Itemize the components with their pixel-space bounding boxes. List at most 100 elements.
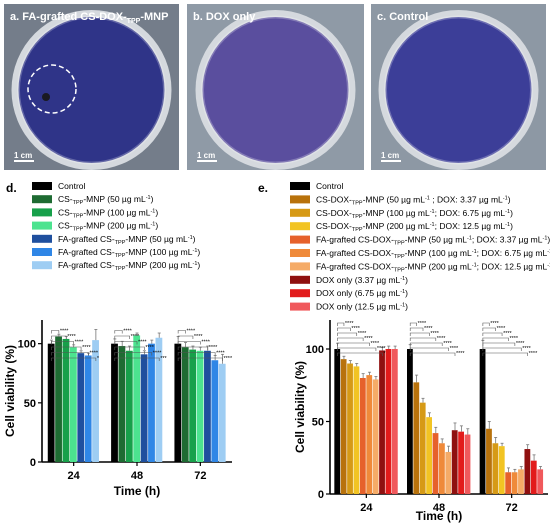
- significance-label: ****: [216, 351, 225, 357]
- legend-text-end: ): [510, 208, 513, 218]
- legend-text-post: -MNP (200 µg mL: [125, 260, 192, 270]
- significance-bracket: [409, 327, 424, 331]
- legend-text: Control: [316, 181, 344, 191]
- bar: [84, 355, 92, 462]
- legend-entry: CS-TPP-MNP (100 µg mL-1): [58, 207, 158, 219]
- legend-entry: FA-grafted CS-DOX-TPP-MNP (50 µg mL-1; D…: [316, 235, 550, 247]
- legend-text-post: -MNP (50 µg mL: [405, 235, 468, 245]
- x-axis-label: Time (h): [416, 509, 462, 523]
- legend-swatch: [290, 275, 310, 284]
- dish-edge: [384, 15, 533, 165]
- legend-sup: -1: [430, 209, 435, 215]
- legend-entry: Control: [58, 181, 86, 191]
- photo-label-text: c. Control: [377, 11, 428, 23]
- legend-entry: CS-TPP-MNP (200 µg mL-1): [58, 221, 158, 233]
- significance-label: ****: [138, 340, 147, 346]
- legend-sub: TPP: [115, 253, 126, 259]
- bar: [432, 433, 439, 494]
- significance-label: ****: [456, 351, 465, 357]
- legend-sup: -1: [400, 276, 405, 282]
- legend-text-end: ; DOX: 12.5 µg mL: [435, 221, 506, 231]
- legend-sup: -1: [146, 195, 151, 201]
- bar: [133, 335, 141, 462]
- legend-sup: -1: [400, 289, 405, 295]
- bar: [419, 402, 426, 494]
- significance-label: ****: [430, 331, 439, 337]
- legend-sup: -1: [472, 249, 477, 255]
- significance-label: ****: [503, 331, 512, 337]
- legend-text-post: -MNP (50 µg mL: [125, 234, 188, 244]
- bar: [391, 349, 398, 494]
- significance-bracket: [337, 322, 345, 326]
- bar: [451, 430, 458, 494]
- x-tick-label: 24: [360, 502, 373, 514]
- legend-entry: Control: [316, 181, 344, 191]
- bar: [218, 363, 226, 462]
- bar: [492, 443, 499, 494]
- legend-text: FA-grafted CS-DOX-: [316, 248, 394, 258]
- highlight-circle: [27, 64, 77, 114]
- legend-text-post: -MNP (200 µg mL: [405, 261, 472, 271]
- legend-sup: -1: [472, 262, 477, 268]
- legend-sup: -1: [505, 209, 510, 215]
- significance-bracket: [337, 352, 383, 356]
- legend-text-end: ): [405, 275, 408, 285]
- legend-sup: -1: [547, 262, 550, 268]
- significance-label: ****: [75, 340, 84, 346]
- significance-bracket: [177, 346, 209, 350]
- bar: [347, 363, 353, 494]
- legend-sub: TPP: [352, 227, 363, 233]
- dish-stain: [202, 17, 349, 163]
- legend-sub: TPP: [73, 227, 84, 233]
- significance-label: ****: [123, 329, 132, 335]
- legend-text-post: -MNP (50 µg mL: [363, 194, 426, 204]
- legend-sub: TPP: [73, 213, 84, 219]
- bar: [518, 469, 524, 494]
- bar: [148, 343, 155, 462]
- dish-edge: [201, 15, 350, 165]
- significance-bracket: [51, 346, 82, 350]
- legend-sup: -1: [503, 195, 508, 201]
- bar: [155, 337, 163, 462]
- legend-entry: CS-DOX-TPP-MNP (50 µg mL-1 ; DOX: 3.37 µ…: [316, 194, 511, 206]
- bar: [458, 431, 464, 494]
- photo-label-text: b. DOX only: [193, 11, 256, 23]
- bar: [530, 460, 537, 494]
- legend-text: FA-grafted CS-: [58, 260, 115, 270]
- legend-text-end: ): [547, 235, 550, 245]
- legend-swatch: [32, 182, 52, 190]
- particle-spot: [42, 93, 50, 101]
- x-tick-label: 48: [131, 470, 143, 482]
- bar: [340, 359, 347, 494]
- significance-bracket: [409, 337, 437, 341]
- significance-bracket: [409, 332, 430, 336]
- legend-text-post: -MNP (100 µg mL: [83, 207, 150, 217]
- legend-text-post: -MNP (50 µg mL: [83, 194, 146, 204]
- bar: [524, 449, 531, 494]
- legend-text: DOX only (12.5 µg mL: [316, 302, 401, 312]
- legend-sub: TPP: [115, 240, 126, 246]
- legend-sub: TPP: [352, 214, 363, 220]
- legend-text-end: ): [508, 194, 511, 204]
- significance-label: ****: [153, 351, 162, 357]
- significance-bracket: [114, 352, 153, 356]
- legend-text-end: ): [193, 234, 196, 244]
- legend-entry: CS-DOX-TPP-MNP (100 µg mL-1; DOX: 6.75 µ…: [316, 208, 513, 220]
- significance-bracket: [51, 335, 67, 339]
- bar: [426, 417, 432, 494]
- significance-bracket: [337, 342, 370, 346]
- bar: [439, 443, 445, 494]
- significance-bracket: [337, 332, 358, 336]
- legend-entry: DOX only (12.5 µg mL-1): [316, 302, 408, 312]
- significance-label: ****: [377, 346, 386, 352]
- legend-text-end: ): [155, 221, 158, 231]
- legend-text-end: ): [197, 247, 200, 257]
- dish-stain: [18, 17, 165, 163]
- legend-text: CS-DOX-: [316, 208, 352, 218]
- panel-label: d.: [6, 181, 17, 195]
- significance-label: ****: [131, 334, 140, 340]
- legend-sup: -1: [547, 249, 550, 255]
- legend-entry: FA-grafted CS-TPP-MNP (200 µg mL-1): [58, 260, 200, 272]
